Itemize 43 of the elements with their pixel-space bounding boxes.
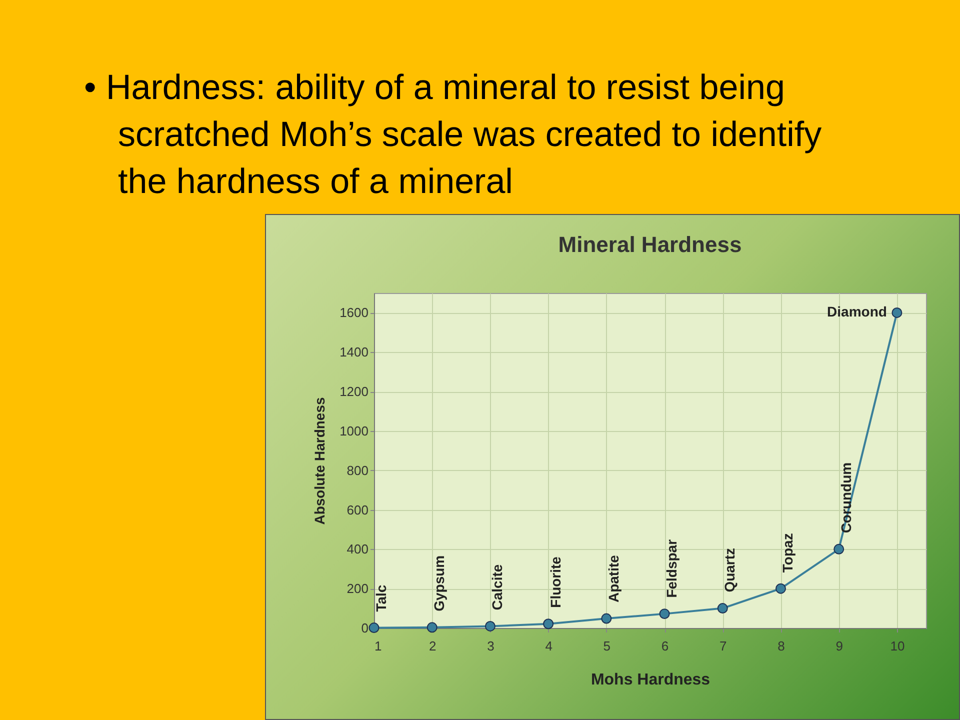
y-tick-label: 1600: [340, 305, 368, 320]
x-tick-label: 8: [778, 638, 785, 654]
x-tick-label: 5: [603, 638, 611, 654]
point: [834, 544, 844, 554]
x-tick-label: 2: [428, 638, 436, 654]
annotation: Apatite: [605, 554, 622, 603]
y-tick-label: 1400: [340, 344, 368, 360]
x-tick-label: 9: [836, 638, 843, 654]
annotation: Quartz: [722, 548, 738, 592]
y-tick-label: 400: [346, 542, 368, 557]
chart-title: Mineral Hardness: [558, 232, 742, 257]
point: [892, 307, 902, 318]
point: [368, 622, 380, 634]
y-axis-title: Absolute Hardness: [312, 396, 328, 525]
annotation: Feldspar: [664, 538, 680, 598]
annotation: Calcite: [489, 564, 506, 610]
y-tick-label: 200: [346, 581, 368, 596]
y-tick-label: 600: [346, 502, 368, 518]
x-tick-label: 3: [487, 638, 494, 654]
text: • Hardness: ability of a mineral to resist being scratched Moh’s scale was created to identify the hardness of a mineral: [84, 67, 823, 203]
point: [601, 613, 612, 624]
annotation: Topaz: [780, 533, 796, 573]
y-tick-label: 1000: [340, 423, 368, 438]
point: [775, 583, 786, 594]
y-tick-label: 0: [361, 620, 368, 636]
annotation: Fluorite: [547, 556, 564, 608]
x-tick-label: 4: [545, 638, 552, 654]
y-tick-label: 800: [346, 462, 368, 478]
x-axis-title: Mohs Hardness: [590, 672, 710, 688]
y-tick-label: 1200: [340, 384, 368, 400]
x-tick-label: 1: [374, 638, 382, 654]
x-tick-label: 6: [661, 638, 669, 654]
point: [543, 618, 554, 630]
x-tick-label: 10: [890, 638, 905, 654]
point: [717, 603, 728, 614]
annotation: Gypsum: [431, 555, 448, 612]
x-tick-label: 7: [720, 638, 727, 654]
annotation: Talc: [373, 584, 389, 612]
annotation: Diamond: [827, 304, 887, 320]
point: [426, 622, 438, 633]
point: [484, 620, 496, 632]
annotation: Corundum: [838, 462, 854, 534]
point: [659, 608, 670, 620]
